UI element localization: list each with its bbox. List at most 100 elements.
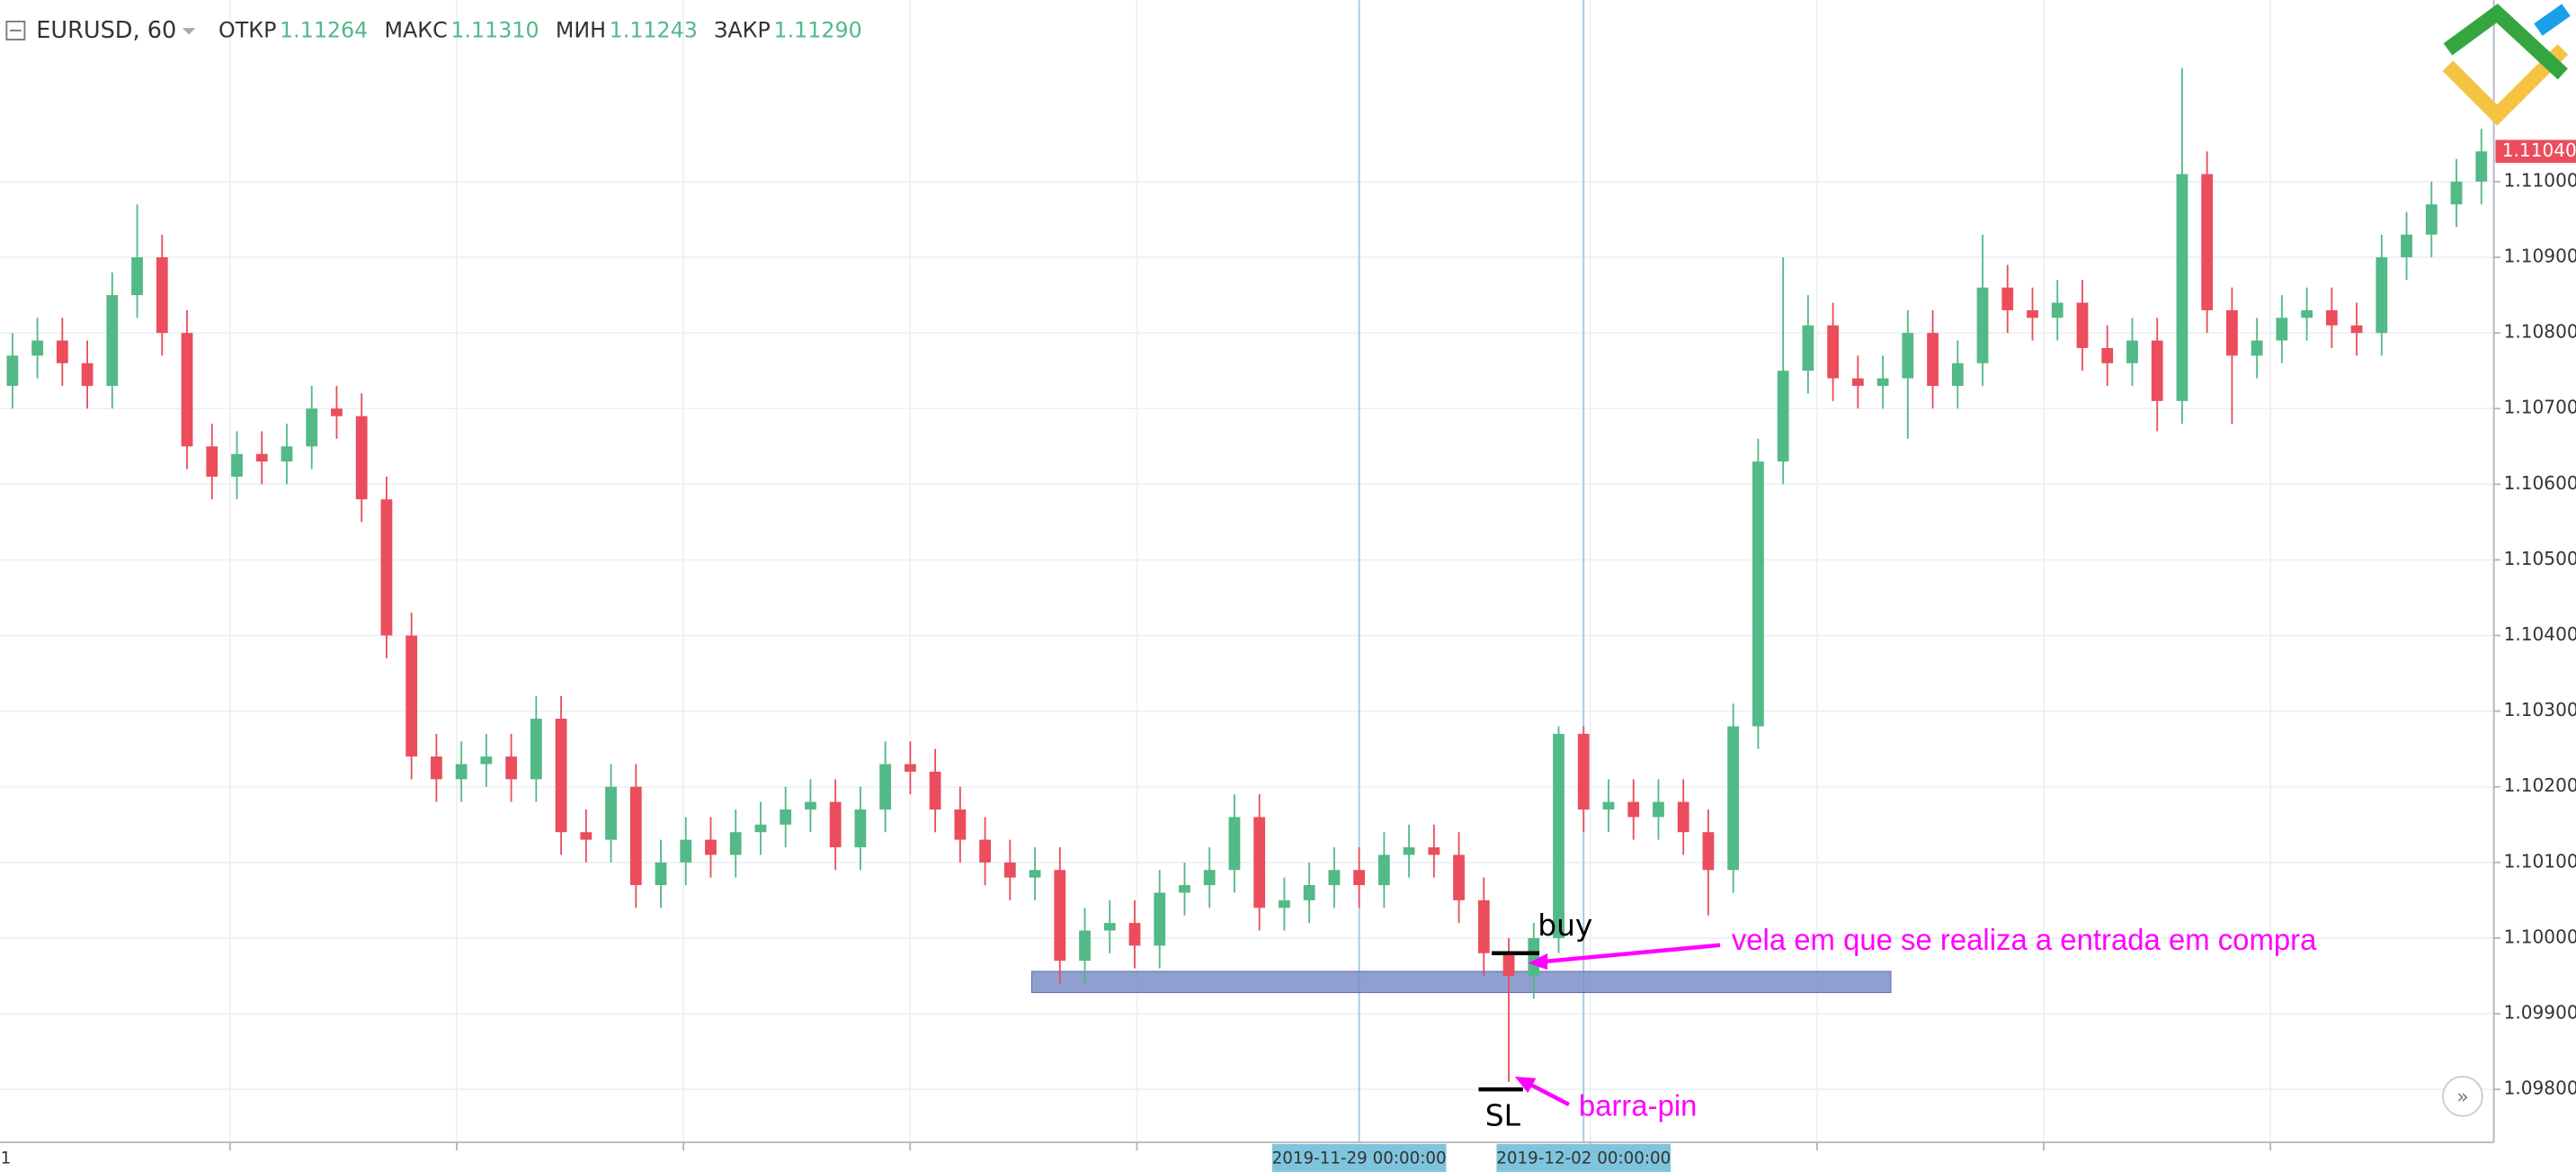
candle-body — [655, 862, 667, 886]
candle-body — [705, 839, 717, 855]
candle-body — [406, 635, 418, 757]
x-tick-label: 2019-11-29 00:00:00 — [1272, 1149, 1447, 1168]
candle-body — [1128, 923, 1141, 946]
candle-body — [2276, 318, 2288, 341]
candle-body — [430, 756, 442, 780]
candle-body — [1727, 726, 1740, 871]
candle-body — [1054, 870, 1066, 962]
candle-body — [2027, 309, 2038, 318]
candle-body — [1702, 832, 1715, 871]
candle-body — [1477, 899, 1490, 953]
candles — [6, 67, 2488, 1082]
y-tick-label: 1.10100 — [2504, 850, 2576, 872]
collapse-icon[interactable] — [5, 20, 26, 40]
candle-body — [1253, 817, 1266, 908]
y-tick-label: 1.11000 — [2504, 169, 2576, 191]
last-price-label: 1.11040 — [2502, 139, 2576, 161]
symbol[interactable]: EURUSD, 60 — [36, 17, 176, 44]
candle-body — [1502, 953, 1515, 976]
candle-body — [2126, 340, 2138, 363]
candle-body — [929, 771, 941, 810]
annotation: barra-pin — [1579, 1088, 1698, 1122]
candle-body — [380, 499, 393, 636]
candle-body — [680, 839, 692, 863]
arrow — [1544, 943, 1721, 964]
candle-body — [2076, 302, 2089, 348]
candle-body — [1228, 817, 1241, 871]
readout-label: ЗАКР — [714, 17, 771, 42]
candle-body — [455, 764, 468, 780]
candle-body — [954, 809, 967, 840]
last-price-bg — [2495, 139, 2576, 164]
y-tick-label: 1.10300 — [2504, 699, 2576, 720]
y-tick-label: 1.10000 — [2504, 926, 2576, 947]
candle-body — [629, 786, 642, 886]
y-tick-label: 1.10700 — [2504, 397, 2576, 418]
buy-label: buy — [1538, 908, 1592, 943]
candle-body — [2401, 234, 2412, 258]
logo-shape — [2534, 4, 2571, 36]
candle-body — [555, 719, 567, 833]
candle-body — [306, 408, 318, 447]
candle-body — [805, 801, 816, 810]
candle-body — [1403, 847, 1415, 855]
candle-body — [156, 257, 168, 334]
logo-shape — [2442, 44, 2569, 126]
arrow — [1527, 1081, 1570, 1106]
candle-body — [1752, 461, 1764, 727]
candle-body — [505, 756, 517, 780]
candle-body — [231, 453, 243, 477]
header: EURUSD, 60 — [5, 17, 196, 44]
y-tick-label: 1.10800 — [2504, 321, 2576, 343]
candle-body — [1851, 378, 1864, 387]
candle-body — [1203, 870, 1216, 886]
candle-body — [2151, 340, 2163, 401]
sl-label: SL — [1485, 1098, 1521, 1133]
readout-value: 1.11290 — [773, 17, 861, 42]
scroll-icon: » — [2456, 1087, 2468, 1109]
readout-value: 1.11310 — [450, 17, 539, 42]
candle-body — [580, 832, 593, 840]
candle-body — [6, 355, 19, 387]
candle-body — [480, 756, 493, 765]
y-tick-label: 1.10400 — [2504, 623, 2576, 645]
candle-body — [754, 824, 767, 833]
candle-body — [2425, 204, 2438, 235]
candle-body — [2201, 174, 2214, 310]
logo-shape — [2443, 4, 2568, 80]
candle-body — [1653, 801, 1664, 818]
candle-body — [1029, 870, 1041, 878]
candle-body — [1103, 923, 1116, 931]
candle-body — [530, 719, 542, 780]
candle-body — [2051, 302, 2063, 318]
candle-body — [281, 446, 293, 462]
candle-body — [1677, 801, 1689, 833]
y-tick-label: 1.09800 — [2504, 1078, 2576, 1099]
candle-body — [1353, 870, 1366, 886]
date-label-bg — [1271, 1143, 1447, 1172]
readout-label: ОТКР — [218, 17, 276, 42]
candle-body — [131, 257, 143, 296]
candle-body — [2251, 340, 2263, 356]
candle-body — [1453, 854, 1465, 900]
readout-value: 1.11243 — [610, 17, 698, 42]
readout-label: МАКС — [385, 17, 448, 42]
dropdown-arrow[interactable] — [182, 28, 196, 35]
candle-body — [1279, 899, 1290, 908]
candle-body — [2301, 309, 2313, 318]
candle-body — [1902, 333, 1914, 379]
candle-body — [1303, 885, 1315, 900]
candle-body — [1377, 854, 1390, 886]
candle-body — [1328, 870, 1341, 886]
candle-body — [1927, 333, 1939, 387]
arrowhead — [1514, 1076, 1537, 1094]
scroll-button[interactable] — [2442, 1075, 2483, 1117]
y-tick-label: 1.09900 — [2504, 1002, 2576, 1024]
candle-body — [2226, 309, 2238, 356]
y-tick-label: 1.10600 — [2504, 472, 2576, 494]
logo — [2442, 4, 2571, 126]
candle-body — [2450, 181, 2463, 205]
